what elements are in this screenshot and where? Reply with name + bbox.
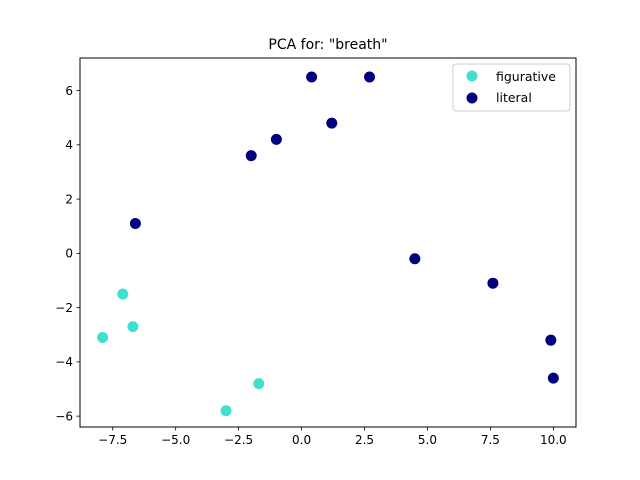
point-figurative xyxy=(97,331,109,343)
x-tick-label: 10.0 xyxy=(540,433,567,447)
point-literal xyxy=(487,277,499,289)
point-figurative xyxy=(117,288,129,300)
legend-label-figurative: figurative xyxy=(496,69,556,84)
y-axis: −6 −4 −2 0 2 4 6 xyxy=(55,84,80,423)
point-literal xyxy=(547,372,559,384)
point-literal xyxy=(306,71,318,83)
y-tick-label: 4 xyxy=(65,138,73,152)
point-figurative xyxy=(253,378,265,390)
y-tick-label: 6 xyxy=(65,84,73,98)
point-figurative xyxy=(220,405,232,417)
plot-area xyxy=(79,57,577,428)
point-literal xyxy=(245,150,257,162)
point-literal xyxy=(129,218,141,230)
legend-label-literal: literal xyxy=(496,90,532,105)
x-tick-label: −2.5 xyxy=(224,433,253,447)
x-axis: −7.5 −5.0 −2.5 0.0 2.5 5.0 7.5 10.0 xyxy=(98,427,567,447)
legend: figurative literal xyxy=(452,63,571,112)
data-points xyxy=(97,71,559,417)
y-tick-label: 2 xyxy=(65,192,73,206)
legend-marker-figurative xyxy=(466,70,478,82)
y-tick-label: 0 xyxy=(65,247,73,261)
y-tick-label: −6 xyxy=(55,409,73,423)
point-literal xyxy=(545,334,557,346)
x-tick-label: 0.0 xyxy=(292,433,311,447)
point-literal xyxy=(409,253,421,265)
x-tick-label: −7.5 xyxy=(98,433,127,447)
x-tick-label: 2.5 xyxy=(355,433,374,447)
point-literal xyxy=(270,133,282,145)
point-literal xyxy=(326,117,338,129)
y-tick-label: −4 xyxy=(55,355,73,369)
x-tick-label: −5.0 xyxy=(161,433,190,447)
chart-title: PCA for: "breath" xyxy=(268,37,387,53)
point-literal xyxy=(364,71,376,83)
legend-box xyxy=(452,63,571,112)
x-tick-label: 7.5 xyxy=(481,433,500,447)
y-tick-label: −2 xyxy=(55,301,73,315)
legend-marker-literal xyxy=(466,92,478,104)
point-figurative xyxy=(127,321,139,333)
x-tick-label: 5.0 xyxy=(418,433,437,447)
